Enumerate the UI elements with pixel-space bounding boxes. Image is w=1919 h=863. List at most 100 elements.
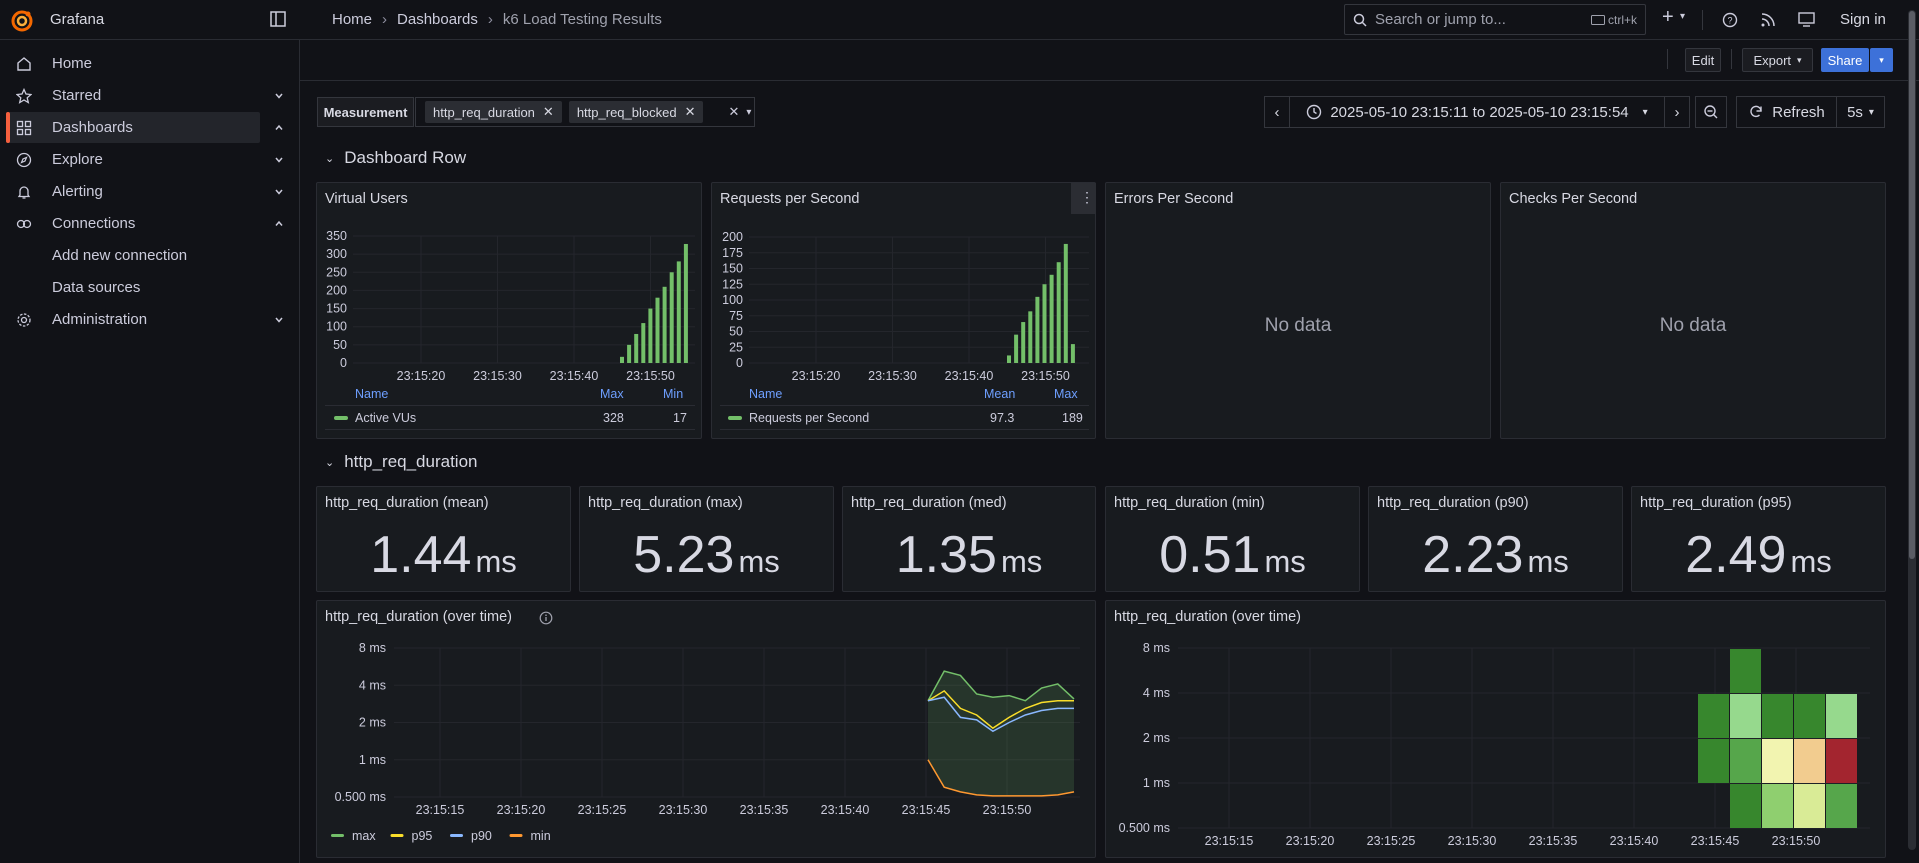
panel-menu-button[interactable]: ⋮ [1071, 183, 1096, 214]
heatmap-cell [1794, 784, 1825, 828]
y-tick-label: 100 [722, 293, 743, 307]
legend-series-name[interactable]: Active VUs [355, 411, 417, 425]
time-back-button[interactable]: ‹ [1264, 96, 1290, 128]
no-data-message: No data [1264, 315, 1332, 336]
panel-title: http_req_duration (p95) [1640, 495, 1792, 511]
add-icon[interactable]: + [1662, 6, 1674, 28]
monitor-icon[interactable] [1798, 12, 1815, 28]
remove-icon[interactable]: ✕ [542, 104, 554, 119]
panel-title: http_req_duration (mean) [325, 495, 489, 511]
home-icon [17, 56, 31, 71]
breadcrumb-home[interactable]: Home [332, 11, 373, 28]
sidebar-item-explore[interactable]: Explore [6, 144, 283, 175]
no-data-message: No data [1659, 315, 1727, 336]
zoom-out-button[interactable] [1695, 96, 1727, 128]
help-icon[interactable]: ? [1722, 12, 1738, 28]
dock-menu-icon[interactable] [270, 11, 286, 27]
refresh-icon [1750, 105, 1762, 118]
share-button[interactable]: Share [1821, 48, 1869, 72]
legend-label: p95 [412, 829, 433, 843]
variable-chip[interactable]: http_req_duration ✕ [425, 101, 562, 123]
y-tick-label: 2 ms [359, 716, 386, 730]
sidebar-item-alerting[interactable]: Alerting [6, 176, 283, 207]
y-tick-label: 350 [326, 229, 347, 243]
legend-swatch [331, 834, 344, 837]
scrollbar-thumb[interactable] [1909, 11, 1915, 559]
panel-title: http_req_duration (over time) [325, 609, 512, 625]
stat-panel-p90: http_req_duration (p90) 2.23 ms [1368, 486, 1623, 592]
chevron-down-icon[interactable]: ▾ [746, 106, 752, 118]
x-tick-label: 23:15:40 [550, 369, 599, 383]
divider [1702, 10, 1703, 30]
y-tick-label: 300 [326, 247, 347, 261]
search-input[interactable]: Search or jump to... ctrl+k [1344, 4, 1646, 35]
refresh-interval-select[interactable]: 5s ▾ [1836, 96, 1885, 128]
grafana-logo-icon[interactable] [10, 9, 34, 33]
chevron-down-icon[interactable] [274, 187, 284, 197]
time-forward-button[interactable]: › [1664, 96, 1690, 128]
bar [1063, 243, 1068, 363]
panel-title: Errors Per Second [1114, 191, 1234, 207]
breadcrumb-dashboards[interactable]: Dashboards [397, 11, 478, 28]
stat-panel-med: http_req_duration (med) 1.35 ms [842, 486, 1096, 592]
edit-button[interactable]: Edit [1685, 48, 1721, 72]
sidebar-item-dashboards[interactable]: Dashboards [6, 112, 283, 143]
heatmap-cell [1698, 739, 1729, 783]
x-tick-label: 23:15:30 [473, 369, 522, 383]
sidebar-subitem-add-connection[interactable]: Add new connection [52, 247, 188, 264]
y-tick-label: 0 [736, 356, 743, 370]
measurement-variable-select[interactable]: http_req_duration ✕ http_req_blocked ✕ ✕ ▾ [415, 97, 755, 127]
sidebar-item-connections[interactable]: Connections [6, 208, 283, 239]
stat-value: 0.51 ms [1106, 525, 1359, 585]
time-range-picker[interactable]: 2025-05-10 23:15:11 to 2025-05-10 23:15:… [1289, 96, 1665, 128]
sign-in-link[interactable]: Sign in [1840, 11, 1886, 28]
chevron-up-icon[interactable] [274, 123, 284, 133]
legend-series-name[interactable]: Requests per Second [749, 411, 870, 425]
info-icon[interactable] [539, 611, 553, 625]
y-tick-label: 2 ms [1143, 731, 1170, 745]
y-tick-label: 25 [729, 340, 743, 354]
x-tick-label: 23:15:35 [1529, 834, 1578, 848]
share-dropdown-button[interactable]: ▾ [1870, 48, 1893, 72]
heatmap-cell [1730, 739, 1761, 783]
bar [1070, 344, 1075, 363]
stat-unit: ms [1000, 544, 1043, 579]
chevron-up-icon[interactable] [274, 219, 284, 229]
chevron-down-icon: ▾ [1879, 54, 1884, 65]
duration-heatmap-chart: 8 ms 4 ms 2 ms 1 ms 0.500 ms 23:15:15 23:15:20… [1119, 641, 1870, 848]
sidebar-item-home[interactable]: Home [6, 48, 260, 79]
sidebar-item-starred[interactable]: Starred [6, 80, 283, 111]
legend-label: p90 [471, 829, 492, 843]
sidebar-item-label: Starred [52, 87, 102, 104]
stat-unit: ms [1527, 544, 1569, 579]
chevron-down-icon[interactable] [274, 155, 284, 165]
heatmap-cell [1794, 694, 1825, 738]
panel-title: http_req_duration (min) [1114, 495, 1265, 511]
chevron-right-icon: › [1674, 103, 1680, 121]
bar [634, 333, 639, 363]
remove-icon[interactable]: ✕ [684, 104, 696, 119]
x-tick-label: 23:15:20 [1286, 834, 1335, 848]
sidebar-subitem-data-sources[interactable]: Data sources [52, 279, 141, 296]
series-line-max [927, 670, 1075, 702]
refresh-button[interactable]: Refresh [1736, 96, 1837, 128]
sidebar-item-administration[interactable]: Administration [6, 304, 283, 335]
clear-icon[interactable]: ✕ [728, 104, 740, 119]
sidebar-item-label: Home [52, 55, 93, 72]
variable-chip[interactable]: http_req_blocked ✕ [568, 101, 704, 123]
chevron-down-icon[interactable] [274, 315, 284, 325]
chevron-down-icon[interactable]: ▾ [1680, 11, 1686, 22]
row-http-req-duration[interactable]: ⌄ http_req_duration [325, 452, 478, 472]
legend-max-value: 328 [603, 411, 624, 425]
panel-title: http_req_duration (p90) [1377, 495, 1529, 511]
heatmap-cell [1762, 739, 1793, 783]
export-button[interactable]: Export ▾ [1742, 48, 1813, 72]
row-dashboard-row[interactable]: ⌄ Dashboard Row [325, 148, 466, 168]
chevron-down-icon[interactable] [274, 91, 284, 101]
cog-icon [17, 312, 31, 327]
x-tick-label: 23:15:30 [868, 369, 917, 383]
y-tick-label: 200 [326, 283, 347, 297]
shortcut-text: ctrl+k [1607, 12, 1637, 27]
rss-icon[interactable] [1760, 12, 1776, 28]
